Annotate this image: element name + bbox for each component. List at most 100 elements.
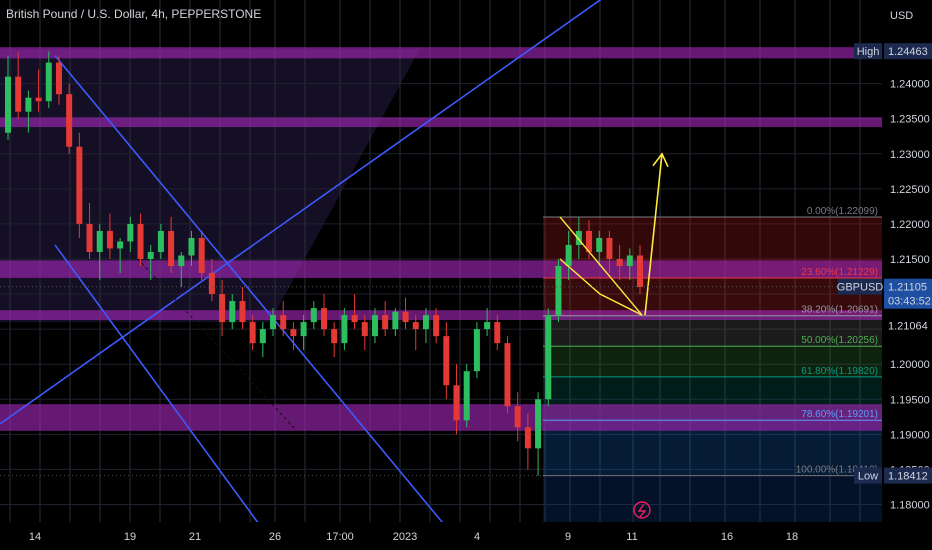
candlestick [616,244,623,281]
candlestick [76,132,83,238]
price-tick-label: 1.22000 [890,219,930,231]
candle-body [596,237,603,252]
candle-body [137,223,144,259]
candle-body [55,62,62,95]
candle-body [5,76,11,133]
trendline [54,244,261,526]
candlestick [147,244,154,281]
date-tick-label: 18 [786,531,798,543]
candle-body [626,255,633,266]
date-tick-label: 4 [474,531,480,543]
candle-body [637,255,643,288]
candlestick [86,202,93,259]
candlestick [351,294,358,330]
candlestick [188,230,195,266]
candle-body [127,223,134,242]
candlestick [239,287,246,330]
price-tick-label: 1.22500 [890,184,930,196]
candlestick [259,322,266,358]
candlestick [35,69,42,112]
candle-body [565,244,572,266]
price-tick-label: 1.23000 [890,149,930,161]
candle-body [412,322,419,330]
candlestick [524,413,531,470]
candlestick [117,237,124,274]
candlestick [463,364,470,428]
candle-body [371,315,378,337]
date-tick-label: 9 [565,531,571,543]
support-resistance-zone [0,260,882,278]
candle-body [351,315,358,323]
candlestick [229,294,236,330]
candlestick [198,230,205,281]
candle-body [15,76,22,112]
candle-body [290,329,297,337]
candlestick [596,230,603,266]
fib-band [543,346,882,377]
candle-body [249,322,256,344]
candle-body [86,223,93,252]
low-marker-value-bg [884,467,932,484]
candlestick [331,322,338,358]
candle-body [586,230,593,252]
candlestick [321,294,327,337]
candle-body [147,251,154,259]
candle-body [443,336,450,386]
high-marker-value: 1.24463 [888,46,928,58]
projection-arrowhead [652,152,669,168]
candle-body [422,315,429,330]
candle-body [25,97,32,112]
projection-arrow [644,153,663,316]
chart-title: British Pound / U.S. Dollar, 4h, PEPPERS… [6,7,262,21]
fib-level-label: 38.20%(1.20691) [801,305,878,316]
candlestick [433,308,440,344]
candle-body [575,230,582,245]
candle-body [331,329,338,344]
wedge-pattern [559,216,643,316]
countdown-value: 03:43:52 [888,296,931,308]
candlestick [127,216,134,252]
fib-level-label: 78.60%(1.19201) [801,409,878,420]
price-tick-label: 1.19500 [890,394,930,406]
candlestick [45,51,52,109]
time-axis [0,522,932,550]
currency-label: USD [890,10,913,22]
candlestick [55,55,62,105]
candle-body [270,315,277,330]
candlestick [157,223,164,259]
candle-body [66,94,73,147]
candle-body [188,237,195,256]
extra-price-value: 1.21064 [888,320,928,332]
current-symbol-label: GBPUSD [837,282,884,294]
date-tick-label: 17:00 [326,531,354,543]
high-marker-value-bg [884,43,932,60]
price-tick-label: 1.18000 [890,499,930,511]
candle-body [402,311,409,323]
date-tick-label: 21 [189,531,201,543]
candle-body [300,322,307,337]
trendline [0,0,602,425]
candlestick [392,308,399,337]
candle-body [514,406,521,428]
support-resistance-zone [0,117,882,128]
candle-body [208,273,215,295]
candlestick [310,301,317,330]
date-tick-label: 11 [626,531,637,543]
date-tick-label: 16 [721,531,733,543]
low-marker-tag-bg [854,467,882,484]
candle-body [280,315,287,330]
support-resistance-zone [0,47,882,59]
candle-body [117,241,124,249]
date-tick-label: 14 [29,531,41,543]
candle-body [341,315,348,344]
candlestick [270,308,277,337]
dashed-trendline [59,174,301,435]
candlestick [535,392,542,476]
current-symbol-tag [838,278,882,295]
current-price-tag [884,278,932,309]
high-marker-tag-bg [854,43,882,60]
candlestick [626,248,633,281]
candlestick [300,315,307,351]
